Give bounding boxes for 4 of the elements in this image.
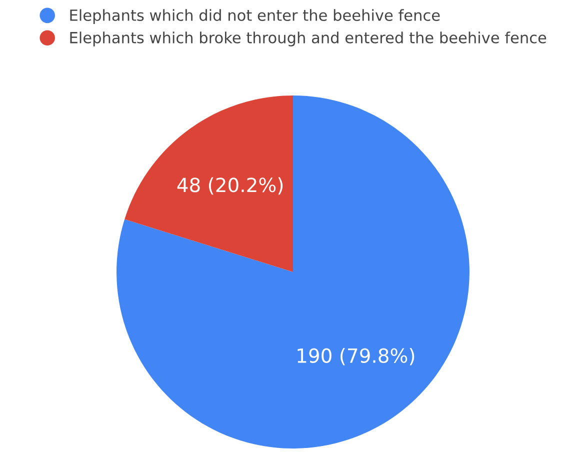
legend-label: Elephants which did not enter the beehive fence xyxy=(70,9,440,24)
data-label: 48 (20.2%) xyxy=(177,177,283,195)
legend-label: Elephants which broke through and entered the beehive fence xyxy=(70,32,546,46)
data-label: 190 (79.8%) xyxy=(298,348,414,366)
